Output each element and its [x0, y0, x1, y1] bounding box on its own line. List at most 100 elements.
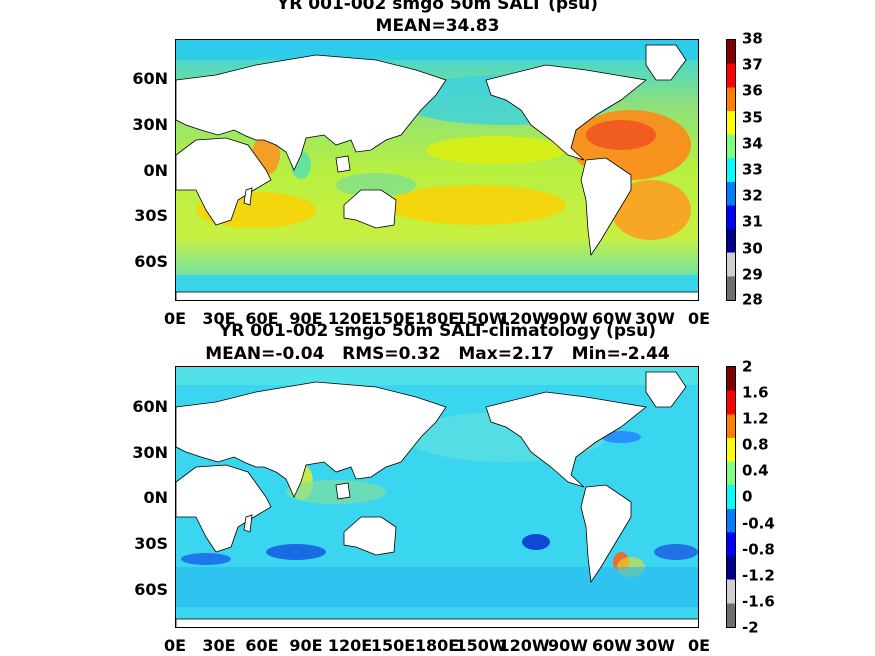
panel2-map-svg	[176, 367, 698, 627]
panel1-land	[176, 44, 698, 300]
panel2-lon-label: 120W	[498, 636, 550, 655]
panel2-lon-label: 0E	[163, 636, 187, 655]
panel2-anom-swindian	[181, 553, 231, 565]
panel2-anom-sindian	[266, 544, 326, 560]
panel2-colorbar-tick: 0.8	[742, 435, 769, 454]
panel1-colorbar-tick: 29	[742, 265, 763, 284]
panel1-land-antarctica	[176, 291, 698, 300]
panel1-colorbar-tick: 30	[742, 239, 763, 258]
panel1-salt-spacific	[386, 185, 566, 225]
panel2-colorbar-tick: 1.6	[742, 383, 769, 402]
panel1-lon-label: 150E	[370, 309, 416, 328]
panel2-colorbar-tick: -0.4	[742, 514, 775, 533]
panel1-land-madagascar	[243, 187, 253, 206]
panel2-land-borneo	[335, 482, 351, 500]
panel1-colorbar-tick: 28	[742, 290, 763, 309]
panel2-lon-label: 0E	[687, 636, 711, 655]
panel2-lat-label: 60S	[134, 580, 168, 599]
panel1-arctic-band	[176, 40, 698, 60]
panel2-lon-label: 60W	[592, 636, 632, 655]
panel2-subtitle: MEAN=-0.04 RMS=0.32 Max=2.17 Min=-2.44	[205, 344, 670, 364]
panel1-subtitle: MEAN=34.83	[375, 16, 500, 36]
panel1-lon-label: 120E	[327, 309, 373, 328]
panel1-land-namerica	[485, 64, 647, 161]
panel1-lon-label: 0E	[687, 309, 711, 328]
panel1-land-greenland	[645, 44, 687, 81]
panel2-land-australia	[343, 516, 397, 556]
panel1-title: YR 001-002 smgo 50m SALT (psu)	[276, 0, 599, 14]
panel2-anom-epacific	[522, 534, 550, 550]
panel1-lon-label: 30W	[635, 309, 675, 328]
panel1-fresh-warmpool	[336, 173, 416, 197]
panel1-lon-label: 90W	[548, 309, 588, 328]
panel1-salt-atlantic-core	[586, 120, 656, 150]
panel2-lat-label: 30N	[132, 443, 168, 462]
panel2-colorbar	[726, 366, 736, 628]
panel2-lon-label: 90E	[289, 636, 323, 655]
panel1-salt-npacific	[426, 136, 566, 164]
panel1-lon-label: 60E	[245, 309, 279, 328]
panel2-land-eurasia	[176, 381, 447, 498]
panel1-colorbar-tick: 31	[742, 212, 763, 231]
panel1-colorbar-tick: 37	[742, 55, 763, 74]
panel1-lon-label: 60W	[592, 309, 632, 328]
panel1-colorbar-tick: 33	[742, 160, 763, 179]
panel2-lon-label: 180E	[414, 636, 460, 655]
panel1-lon-label: 0E	[163, 309, 187, 328]
panel1-land-australia	[343, 189, 397, 229]
panel1-lat-label: 30N	[132, 115, 168, 134]
panel2-colorbar-tick: 2	[742, 357, 753, 376]
panel2-anom-gulfstream	[601, 431, 641, 443]
panel2-colorbar-tick: -1.2	[742, 566, 775, 585]
panel1-colorbar-tick: 35	[742, 108, 763, 127]
panel1-lat-label: 0N	[143, 161, 168, 180]
panel2-land-namerica	[485, 391, 647, 488]
panel1-salt-satlantic	[611, 180, 691, 240]
panel2-southern-band	[176, 567, 698, 607]
panel2-arctic-band	[176, 367, 698, 385]
panel2-land-samerica	[580, 484, 632, 584]
panel1-lon-label: 30E	[202, 309, 236, 328]
panel2-colorbar-tick: -0.8	[742, 540, 775, 559]
panel1-lat-label: 60N	[132, 69, 168, 88]
panel1-map-svg	[176, 40, 698, 300]
panel2-land-antarctica	[176, 618, 698, 627]
panel1-colorbar	[726, 39, 736, 301]
panel2-lon-label: 90W	[548, 636, 588, 655]
panel2-map	[175, 366, 699, 628]
panel1-land-samerica	[580, 157, 632, 257]
panel1-lon-label: 180E	[414, 309, 460, 328]
panel2-colorbar-tick: 0	[742, 487, 753, 506]
panel2-land-greenland	[645, 371, 687, 408]
panel1-lat-label: 60S	[134, 252, 168, 271]
panel1-land-eurasia	[176, 54, 447, 171]
panel2-colorbar-tick: 0.4	[742, 461, 769, 480]
panel2-lon-label: 60E	[245, 636, 279, 655]
panel1-colorbar-tick: 34	[742, 134, 763, 153]
panel1-lon-label: 90E	[289, 309, 323, 328]
panel2-lat-label: 30S	[134, 534, 168, 553]
panel1-lon-label: 150W	[455, 309, 507, 328]
panel2-anom-tropics	[286, 480, 386, 504]
panel2-lat-label: 0N	[143, 488, 168, 507]
panel1-colorbar-tick: 36	[742, 81, 763, 100]
panel1-land-borneo	[335, 155, 351, 173]
panel2-colorbar-tick: -1.6	[742, 592, 775, 611]
panel2-land-madagascar	[243, 514, 253, 533]
panel2-lat-label: 60N	[132, 397, 168, 416]
panel2-land	[176, 371, 698, 627]
panel2-lon-label: 150E	[370, 636, 416, 655]
panel2-title: YR 001-002 smgo 50m SALT-climatology (ps…	[218, 321, 657, 341]
panel1-map	[175, 39, 699, 301]
panel1-lon-label: 120W	[498, 309, 550, 328]
panel1-colorbar-tick: 38	[742, 29, 763, 48]
panel2-colorbar-tick: -2	[742, 618, 759, 637]
panel1-lat-label: 30S	[134, 206, 168, 225]
panel1-colorbar-tick: 32	[742, 186, 763, 205]
panel2-anom-satlantic	[654, 544, 698, 560]
panel2-lon-label: 30E	[202, 636, 236, 655]
panel2-lon-label: 150W	[455, 636, 507, 655]
panel2-lon-label: 120E	[327, 636, 373, 655]
panel2-lon-label: 30W	[635, 636, 675, 655]
panel2-colorbar-tick: 1.2	[742, 409, 769, 428]
